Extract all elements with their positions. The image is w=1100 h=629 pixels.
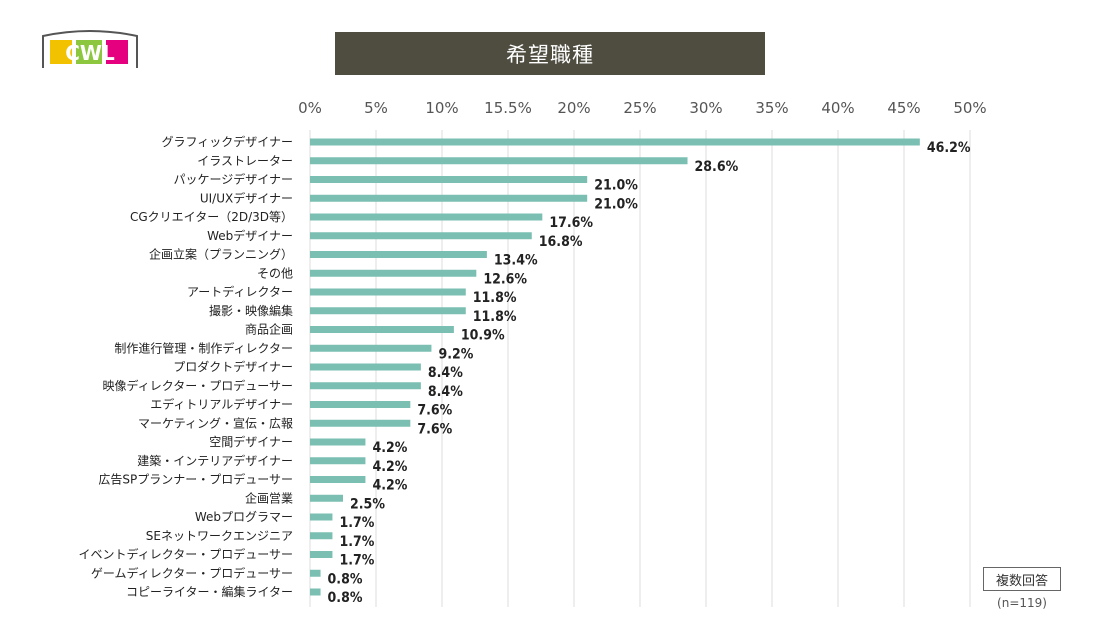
value-label: 11.8% [473,309,517,325]
bar [310,401,411,408]
value-label: 1.7% [339,553,374,569]
category-label: パッケージデザイナー [173,172,293,187]
category-label: 映像ディレクター・プロデューサー [103,378,293,393]
value-label: 8.4% [428,365,463,381]
category-label: イベントディレクター・プロデューサー [79,547,293,562]
bar [310,213,543,221]
x-tick-label: 45% [887,99,920,117]
answer-type-badge: 複数回答 [983,567,1061,591]
chart-title: 希望職種 [335,32,765,75]
value-label: 8.4% [428,384,463,400]
bar [310,176,588,183]
x-tick-label: 10% [425,99,458,117]
value-label: 10.9% [461,328,505,344]
x-tick-label: 25% [623,99,656,117]
bar [310,307,466,315]
value-label: 28.6% [695,159,739,175]
bar [310,138,920,146]
category-label: マーケティング・宣伝・広報 [138,415,293,430]
bar [310,532,333,540]
x-tick-label: 5% [364,99,388,117]
category-label: その他 [257,266,293,280]
x-tick-label: 30% [689,99,722,117]
x-tick-label: 15.5% [484,99,532,117]
bar [310,569,321,577]
x-tick-label: 35% [755,99,788,117]
bar [310,476,366,483]
category-label: SEネットワークエンジニア [146,529,293,543]
category-label: 企画営業 [245,490,293,505]
bar [310,194,588,202]
bar [310,438,366,446]
category-label: コピーライター・編集ライター [126,584,293,599]
category-label: ゲームディレクター・プロデューサー [91,565,293,580]
category-label: Webデザイナー [207,228,293,243]
bar [310,157,688,165]
bar [310,326,454,333]
bar [310,494,343,502]
value-label: 0.8% [328,590,363,606]
bar [310,251,487,258]
category-label: 建築・インテリアデザイナー [137,453,293,468]
value-label: 1.7% [339,515,374,531]
value-label: 1.7% [339,534,374,550]
category-label: エディトリアルデザイナー [150,397,293,412]
bar [310,513,333,521]
logo-text: CWL [65,41,115,65]
category-label: グラフィックデザイナー [161,134,293,149]
value-label: 16.8% [539,234,583,250]
category-label: プロダクトデザイナー [173,359,293,374]
x-tick-label: 20% [557,99,590,117]
value-label: 7.6% [417,403,452,419]
value-label: 13.4% [494,253,538,269]
category-label: 広告SPプランナー・プロデューサー [98,472,293,487]
category-label: CGクリエイター（2D/3D等） [130,210,293,224]
category-label: 商品企画 [245,322,293,337]
value-label: 7.6% [417,421,452,437]
value-label: 17.6% [549,215,593,231]
bar [310,232,532,240]
bar [310,344,432,352]
bar [310,588,321,596]
value-label: 46.2% [927,140,971,156]
bar [310,457,366,465]
category-label: UI/UXデザイナー [200,190,293,205]
category-label: 撮影・映像編集 [209,303,293,318]
category-label: Webプログラマー [195,510,293,524]
value-label: 11.8% [473,290,517,306]
bar [310,419,411,427]
bar [310,363,421,371]
value-label: 4.2% [372,478,407,494]
category-label: 制作進行管理・制作ディレクター [114,340,293,355]
category-label: アートディレクター [187,284,293,299]
value-label: 21.0% [594,178,638,194]
value-label: 2.5% [350,496,385,512]
x-tick-label: 0% [298,99,322,117]
value-label: 4.2% [372,440,407,456]
x-tick-label: 50% [953,99,986,117]
sample-size-note: (n=119) [997,596,1047,610]
category-label: 企画立案（プランニング） [149,247,293,262]
value-label: 0.8% [328,571,363,587]
value-label: 9.2% [438,346,473,362]
cwl-logo: CWL [42,30,138,68]
bar [310,551,333,558]
bar [310,269,477,277]
value-label: 4.2% [372,459,407,475]
value-label: 21.0% [594,196,638,212]
bar [310,288,466,296]
category-label: イラストレーター [197,154,293,168]
category-label: 空間デザイナー [209,434,293,449]
bar [310,382,421,390]
value-label: 12.6% [483,271,527,287]
x-tick-label: 40% [821,99,854,117]
